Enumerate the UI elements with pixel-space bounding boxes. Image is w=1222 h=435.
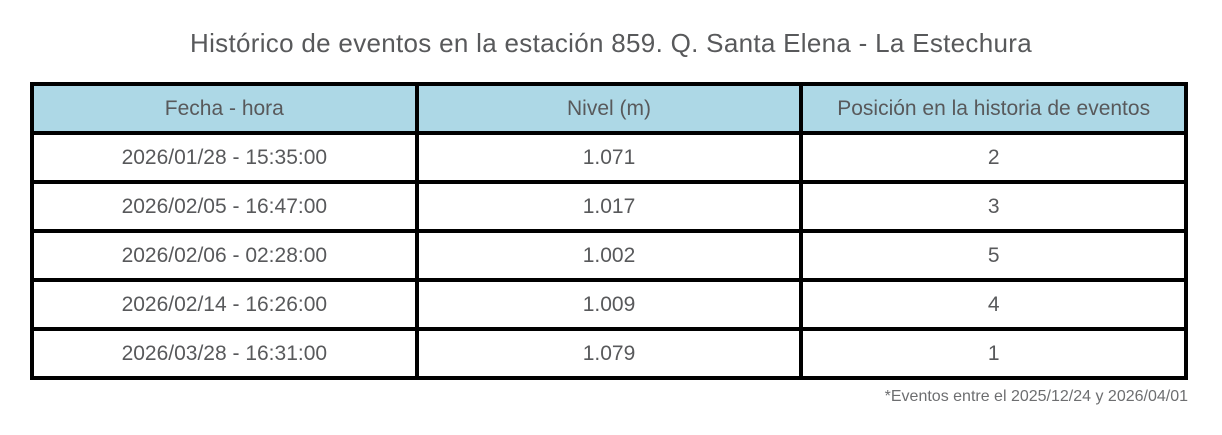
table-row: 2026/02/06 - 02:28:00 1.002 5 — [30, 229, 1188, 282]
table-body: 2026/01/28 - 15:35:00 1.071 2 2026/02/05… — [30, 131, 1188, 380]
column-header-nivel: Nivel (m) — [414, 82, 804, 135]
events-range-footnote: *Eventos entre el 2025/12/24 y 2026/04/0… — [884, 388, 1188, 405]
cell-position: 1 — [799, 327, 1188, 380]
table-row: 2026/01/28 - 15:35:00 1.071 2 — [30, 131, 1188, 184]
table-header: Fecha - hora Nivel (m) Posición en la hi… — [30, 82, 1188, 135]
table-row: 2026/02/14 - 16:26:00 1.009 4 — [30, 278, 1188, 331]
cell-date: 2026/02/05 - 16:47:00 — [30, 180, 419, 233]
cell-level: 1.009 — [414, 278, 804, 331]
cell-date: 2026/03/28 - 16:31:00 — [30, 327, 419, 380]
header-row: Fecha - hora Nivel (m) Posición en la hi… — [30, 82, 1188, 135]
cell-date: 2026/01/28 - 15:35:00 — [30, 131, 419, 184]
cell-date: 2026/02/06 - 02:28:00 — [30, 229, 419, 282]
cell-date: 2026/02/14 - 16:26:00 — [30, 278, 419, 331]
column-header-fecha-hora: Fecha - hora — [30, 82, 419, 135]
events-table: Fecha - hora Nivel (m) Posición en la hi… — [30, 82, 1188, 380]
cell-level: 1.017 — [414, 180, 804, 233]
cell-level: 1.002 — [414, 229, 804, 282]
cell-level: 1.079 — [414, 327, 804, 380]
cell-position: 2 — [799, 131, 1188, 184]
cell-position: 3 — [799, 180, 1188, 233]
cell-level: 1.071 — [414, 131, 804, 184]
cell-position: 5 — [799, 229, 1188, 282]
column-header-posicion: Posición en la historia de eventos — [799, 82, 1188, 135]
table-row: 2026/02/05 - 16:47:00 1.017 3 — [30, 180, 1188, 233]
cell-position: 4 — [799, 278, 1188, 331]
table-row: 2026/03/28 - 16:31:00 1.079 1 — [30, 327, 1188, 380]
page-title: Histórico de eventos en la estación 859.… — [190, 28, 1032, 58]
